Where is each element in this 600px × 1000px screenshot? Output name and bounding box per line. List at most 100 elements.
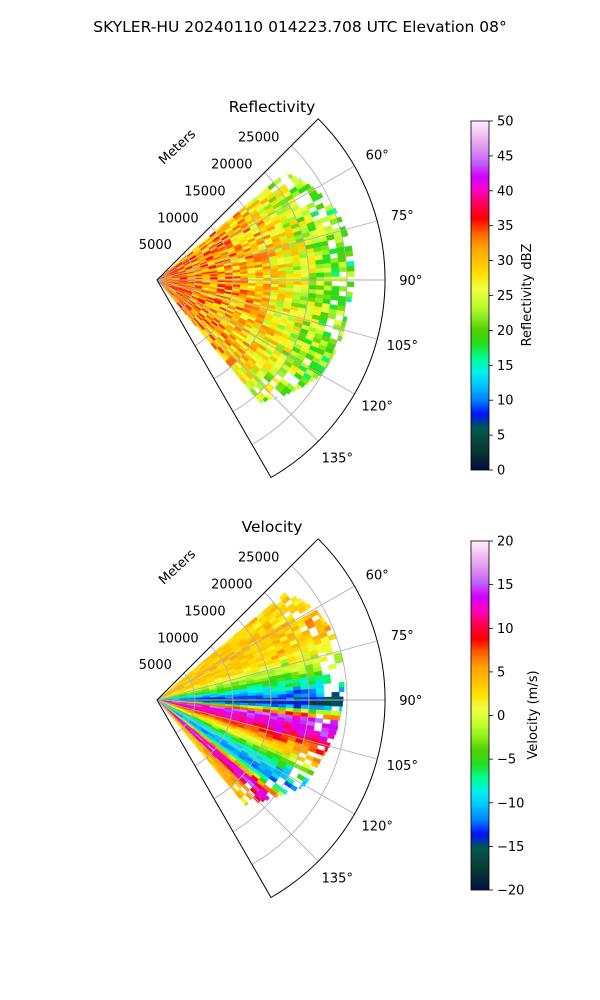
reflectivity-azimuth-spoke [156,279,355,395]
reflectivity-colorbar-tick-label: 25 [497,289,514,304]
reflectivity-cell [316,272,325,278]
reflectivity-azimuth-tick-label: 105° [387,339,418,354]
reflectivity-range-ring [251,145,348,445]
reflectivity-frame [156,118,386,479]
velocity-cell [322,750,326,757]
velocity-frame [156,538,386,899]
reflectivity-cell [344,250,354,257]
reflectivity-range-labels: 5000 10000 15000 20000 25000 [139,131,280,254]
velocity-cell [301,693,310,698]
reflectivity-cell [317,192,324,199]
reflectivity-cell [331,285,340,292]
reflectivity-cell [240,275,249,279]
reflectivity-grid [156,145,385,445]
velocity-colorbar-tick-label: 10 [497,622,514,637]
velocity-cell [323,710,332,716]
reflectivity-cell [255,275,264,279]
reflectivity-azimuth-spoke [156,220,378,281]
reflectivity-colorbar-tick-label: 45 [497,149,514,164]
reflectivity-cell [316,268,325,274]
reflectivity-cell [263,277,272,282]
reflectivity-cell [315,263,324,270]
velocity-cell [338,715,341,721]
velocity-cell [324,696,332,702]
velocity-cell [241,784,251,793]
reflectivity-cell [278,280,287,285]
velocity-cell [293,701,302,706]
reflectivity-range-ring [213,199,272,380]
velocity-cell [322,714,332,720]
velocity-cell [293,697,302,702]
velocity-cell [286,697,294,702]
velocity-cell [247,700,256,704]
reflectivity-azimuth-tick-label: 90° [399,274,422,289]
velocity-cell [293,689,302,695]
reflectivity-cell [345,260,355,267]
velocity-cell [316,705,325,711]
velocity-cell [316,688,325,694]
velocity-cell [316,692,325,698]
reflectivity-cell [346,271,355,277]
velocity-cell [300,708,309,714]
velocity-cell [338,686,345,693]
velocity-cell [255,697,264,702]
velocity-colorbar: −20 −15 −10 −5 0 5 10 15 20 [470,535,524,899]
reflectivity-cell [300,284,310,290]
reflectivity-cell [285,270,294,275]
velocity-sector-outline [156,538,386,899]
velocity-cell [312,757,322,765]
velocity-cell [323,705,332,711]
reflectivity-cell [306,380,311,386]
velocity-cell [263,700,272,705]
velocity-cell [263,697,272,702]
reflectivity-cell [331,271,340,278]
velocity-cell [285,690,294,695]
reflectivity-panel: Reflectivity 5000 10000 15000 20000 25000 60… [139,98,535,479]
velocity-colorbar-gradient [470,540,490,891]
reflectivity-azimuth-tick-label: 75° [391,209,414,224]
reflectivity-cell [285,266,294,272]
reflectivity-colorbar-tick-label: 0 [497,464,505,479]
reflectivity-cell [311,372,320,380]
reflectivity-cell [330,295,339,301]
reflectivity-azimuth-tick-label: 135° [322,451,353,466]
velocity-range-tick-label: 15000 [184,604,225,619]
reflectivity-cell [346,281,355,288]
velocity-cell [339,701,343,707]
reflectivity-cell [316,276,325,282]
reflectivity-cell [270,283,279,288]
velocity-range-labels: 5000 10000 15000 20000 25000 [139,551,280,674]
reflectivity-cell [346,266,355,272]
velocity-cell [300,689,310,694]
velocity-range-tick-label: 10000 [157,631,198,646]
velocity-cell [217,696,226,700]
velocity-cell [225,696,234,699]
reflectivity-cell [225,276,234,279]
reflectivity-cell [255,272,264,276]
reflectivity-azimuth-tick-label: 120° [362,399,393,414]
reflectivity-cell [323,263,332,269]
velocity-azimuth-tick-label: 105° [387,759,418,774]
reflectivity-cell [265,393,274,402]
reflectivity-colorbar-tick-label: 35 [497,219,514,234]
velocity-azimuth-tick-label: 90° [399,694,422,709]
reflectivity-cell [331,267,340,273]
reflectivity-cell [308,277,317,282]
reflectivity-azimuth-spoke [156,279,319,442]
reflectivity-cell [286,277,294,282]
velocity-cell [324,746,329,753]
reflectivity-cell [338,266,347,273]
velocity-cell [330,710,340,717]
velocity-cell [247,695,256,699]
velocity-cell [310,761,319,769]
reflectivity-cell [315,202,325,211]
reflectivity-colorbar-tick-label: 30 [497,254,514,269]
velocity-cell [315,679,324,685]
reflectivity-cell [316,281,325,286]
reflectivity-cell [308,376,315,383]
velocity-cell [232,700,241,704]
reflectivity-cell [300,269,310,274]
reflectivity-cell [323,290,332,296]
velocity-cell [322,678,332,685]
reflectivity-cell [315,259,324,265]
